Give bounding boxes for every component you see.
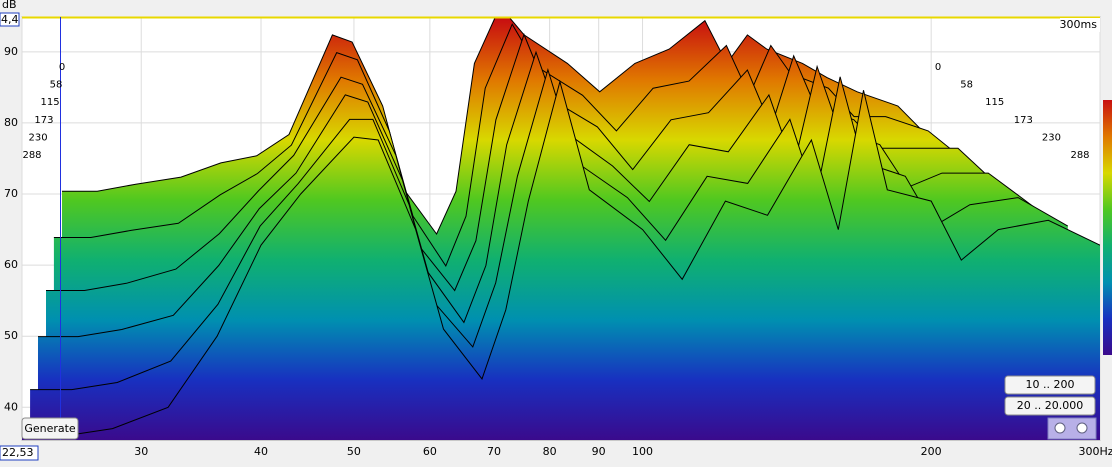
zoom-in[interactable] (1076, 422, 1088, 434)
time-label: 300ms (1060, 18, 1098, 31)
time-tick-label: 115 (985, 97, 1004, 108)
x-tick-label: 30 (134, 445, 148, 458)
x-tick-label: 300Hz (1078, 445, 1112, 458)
x-tick-label: 70 (487, 445, 501, 458)
zoom-controls[interactable] (1047, 417, 1097, 440)
color-bar (1103, 100, 1112, 355)
x-tick-label: 50 (347, 445, 361, 458)
y-axis-label: dB (2, 0, 17, 11)
time-tick-label: 230 (28, 132, 47, 143)
time-tick-label: 173 (1014, 115, 1033, 126)
readout: 4,4 (1, 13, 19, 26)
y-tick-label: 50 (4, 329, 18, 342)
button-label[interactable]: 10 .. 200 (1026, 378, 1075, 391)
y-tick-label: 80 (4, 116, 18, 129)
y-tick-label: 90 (4, 45, 18, 58)
x-tick-label: 22,53 (2, 446, 34, 459)
x-tick-label: 40 (254, 445, 268, 458)
time-tick-label: 288 (22, 150, 41, 161)
button[interactable] (21, 417, 79, 440)
time-tick-label: 0 (935, 62, 941, 73)
range-button[interactable]: 10 .. 200 (1004, 375, 1096, 395)
button[interactable] (1004, 375, 1096, 395)
x-tick-label: 80 (543, 445, 557, 458)
time-tick-label: 0 (59, 62, 65, 73)
slice (62, 17, 941, 235)
time-tick-label: 288 (1070, 150, 1089, 161)
button-label[interactable]: Generate (24, 422, 76, 435)
y-tick-label: 70 (4, 187, 18, 200)
range-button[interactable]: 20 .. 20.000 (1004, 396, 1096, 416)
button-label[interactable]: 20 .. 20.000 (1017, 399, 1083, 412)
time-tick-label: 58 (50, 80, 63, 91)
slice-fill (22, 81, 1100, 440)
zoom-out[interactable] (1054, 422, 1066, 434)
time-box (1060, 18, 1100, 32)
time-tick-label: 173 (34, 115, 53, 126)
slice (22, 79, 1100, 437)
time-tick-label: 58 (960, 80, 973, 91)
x-tick-label: 60 (423, 445, 437, 458)
generate-button[interactable]: Generate (21, 417, 79, 440)
button[interactable] (1004, 396, 1096, 416)
x-tick-label: 100 (632, 445, 653, 458)
readout-box (0, 12, 20, 27)
x-tick-label: 90 (592, 445, 606, 458)
x-readout-box (0, 445, 39, 461)
y-tick-label: 60 (4, 258, 18, 271)
time-tick-label: 230 (1042, 132, 1061, 143)
y-tick-label: 40 (4, 400, 18, 413)
x-tick-label: 200 (921, 445, 942, 458)
time-tick-label: 115 (40, 97, 59, 108)
